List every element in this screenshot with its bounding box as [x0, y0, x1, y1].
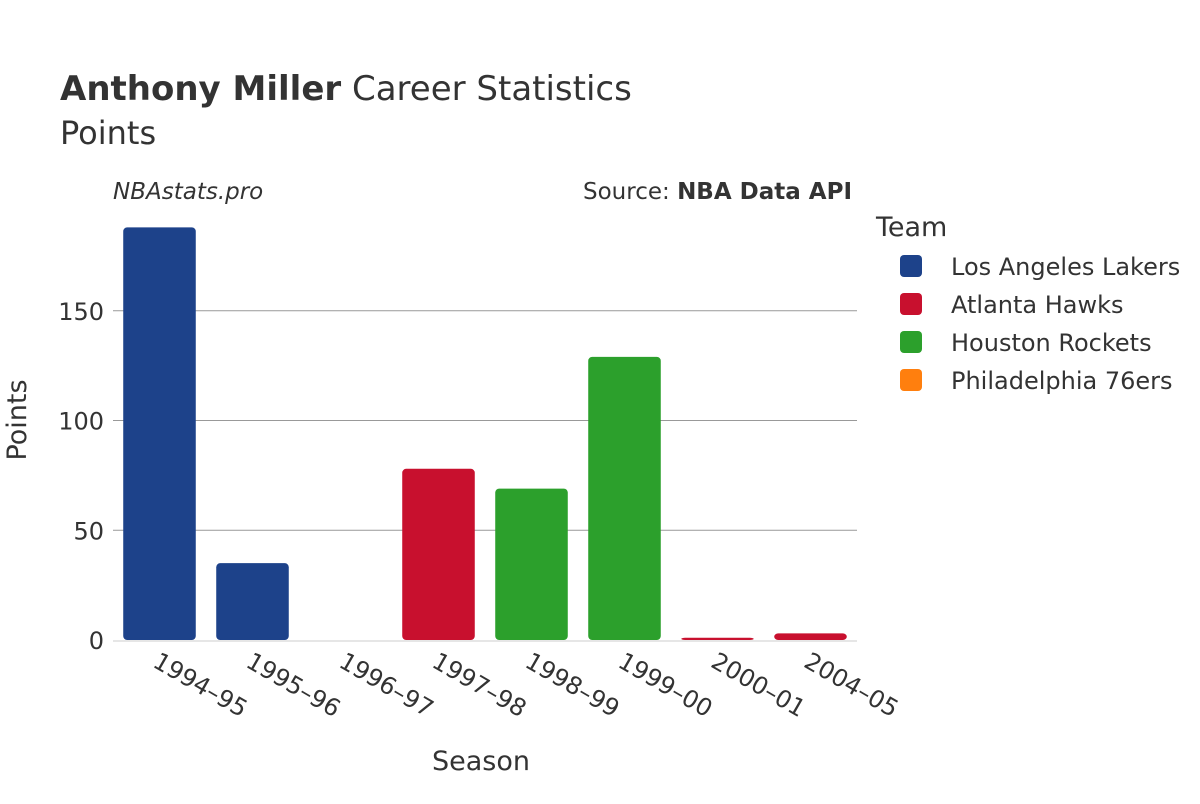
y-tick-label: 0 — [89, 627, 104, 655]
bar-2000–01 — [681, 637, 754, 640]
bar-1997–98 — [402, 468, 475, 640]
chart-title: Anthony Miller Career Statistics — [60, 69, 632, 109]
x-tick-label: 1999–00 — [614, 647, 718, 723]
source-name: NBA Data API — [677, 179, 852, 205]
bar-1999–00 — [588, 356, 661, 640]
bar-1998–99 — [495, 488, 568, 640]
y-tick-label: 50 — [73, 517, 104, 545]
bars — [123, 227, 847, 641]
y-axis-title: Points — [2, 379, 33, 460]
legend-item-label: Houston Rockets — [951, 329, 1152, 357]
legend-swatch — [900, 293, 922, 315]
title-player-name: Anthony Miller — [60, 69, 341, 109]
bar-1994–95 — [123, 227, 196, 641]
y-axis-ticks: 0 50 100 150 — [58, 298, 104, 655]
legend: Los Angeles Lakers Atlanta Hawks Houston R… — [900, 253, 1180, 395]
x-tick-label: 1996–97 — [335, 647, 439, 723]
legend-swatch — [900, 331, 922, 353]
x-axis-ticks: 1994–951995–961996–971997–981998–991999–… — [149, 647, 904, 723]
x-axis-title: Season — [432, 746, 530, 777]
gridlines — [113, 310, 857, 642]
source-prefix: Source: — [583, 179, 677, 205]
bar-1995–96 — [216, 563, 289, 640]
site-watermark: NBAstats.pro — [113, 179, 263, 205]
x-tick-label: 1994–95 — [149, 647, 253, 723]
x-tick-label: 2004–05 — [800, 647, 904, 723]
legend-item-label: Los Angeles Lakers — [951, 253, 1180, 281]
chart-subtitle: Points — [60, 114, 156, 152]
legend-title: Team — [875, 212, 947, 243]
y-tick-label: 100 — [58, 408, 104, 436]
source-credit: Source: NBA Data API — [583, 179, 852, 205]
x-tick-label: 1997–98 — [428, 647, 532, 723]
x-tick-label: 1998–99 — [521, 647, 625, 723]
legend-swatch — [900, 369, 922, 391]
x-tick-label: 2000–01 — [707, 647, 811, 723]
y-tick-label: 150 — [58, 298, 104, 326]
legend-item-label: Atlanta Hawks — [951, 291, 1124, 319]
title-rest: Career Statistics — [341, 69, 632, 109]
legend-item-label: Philadelphia 76ers — [951, 367, 1173, 395]
bar-2004–05 — [774, 633, 847, 640]
legend-swatch — [900, 255, 922, 277]
x-tick-label: 1995–96 — [242, 647, 346, 723]
